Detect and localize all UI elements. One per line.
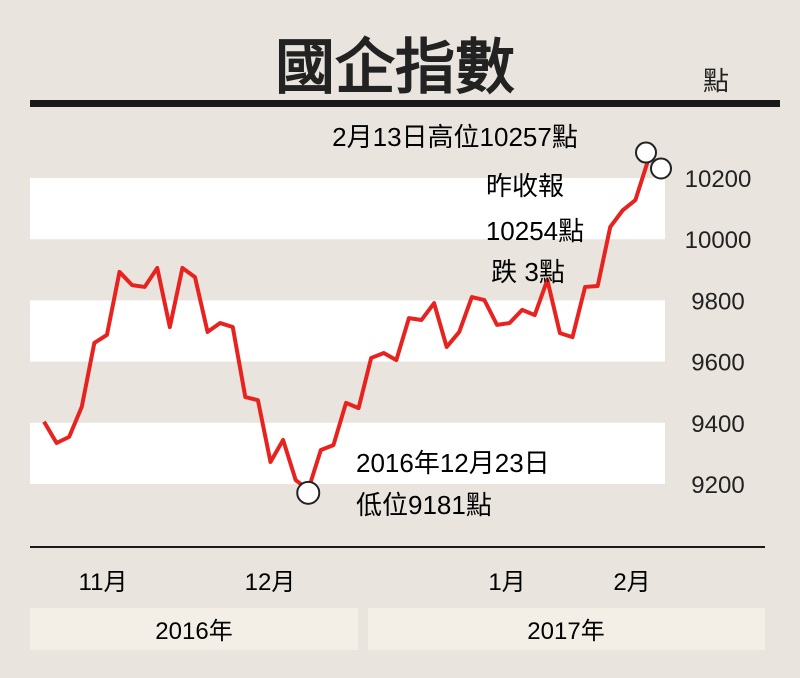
close-annotation-line3: 跌 3點 xyxy=(491,257,565,287)
series-line xyxy=(42,159,650,492)
close-annotation-line1: 昨收報 xyxy=(486,171,564,201)
month-label-feb: 2月 xyxy=(613,569,650,596)
y-axis-unit: 點 xyxy=(703,66,729,96)
y-tick-label: 9400 xyxy=(691,411,744,438)
month-label-dec: 12月 xyxy=(245,569,296,596)
year-band-2016 xyxy=(30,608,358,650)
y-tick-label: 9600 xyxy=(691,350,744,377)
grid-band xyxy=(30,422,665,484)
grid-band xyxy=(30,300,665,362)
low-point-marker xyxy=(296,480,321,505)
year-label-2016: 2016年 xyxy=(155,618,232,645)
year-band-2017 xyxy=(368,608,765,650)
year-label-2017: 2017年 xyxy=(527,618,604,645)
title-rule xyxy=(30,100,780,107)
low-annotation-line1: 2016年12月23日 xyxy=(356,448,550,478)
y-tick-label: 10000 xyxy=(685,227,752,254)
month-label-jan: 1月 xyxy=(488,569,525,596)
x-axis-rule xyxy=(30,546,765,548)
y-tick-label: 9200 xyxy=(691,472,744,499)
close-annotation-line2: 10254點 xyxy=(486,216,584,246)
y-tick-label: 10200 xyxy=(685,166,752,193)
y-tick-label: 9800 xyxy=(691,288,744,315)
high-annotation: 2月13日高位10257點 xyxy=(332,122,578,152)
low-annotation-line2: 低位9181點 xyxy=(356,490,492,520)
chart-title: 國企指數 xyxy=(275,33,515,103)
grid-band xyxy=(30,178,665,240)
close-point-marker xyxy=(650,157,672,180)
month-label-nov: 11月 xyxy=(79,569,128,596)
high-point-marker xyxy=(635,141,657,164)
